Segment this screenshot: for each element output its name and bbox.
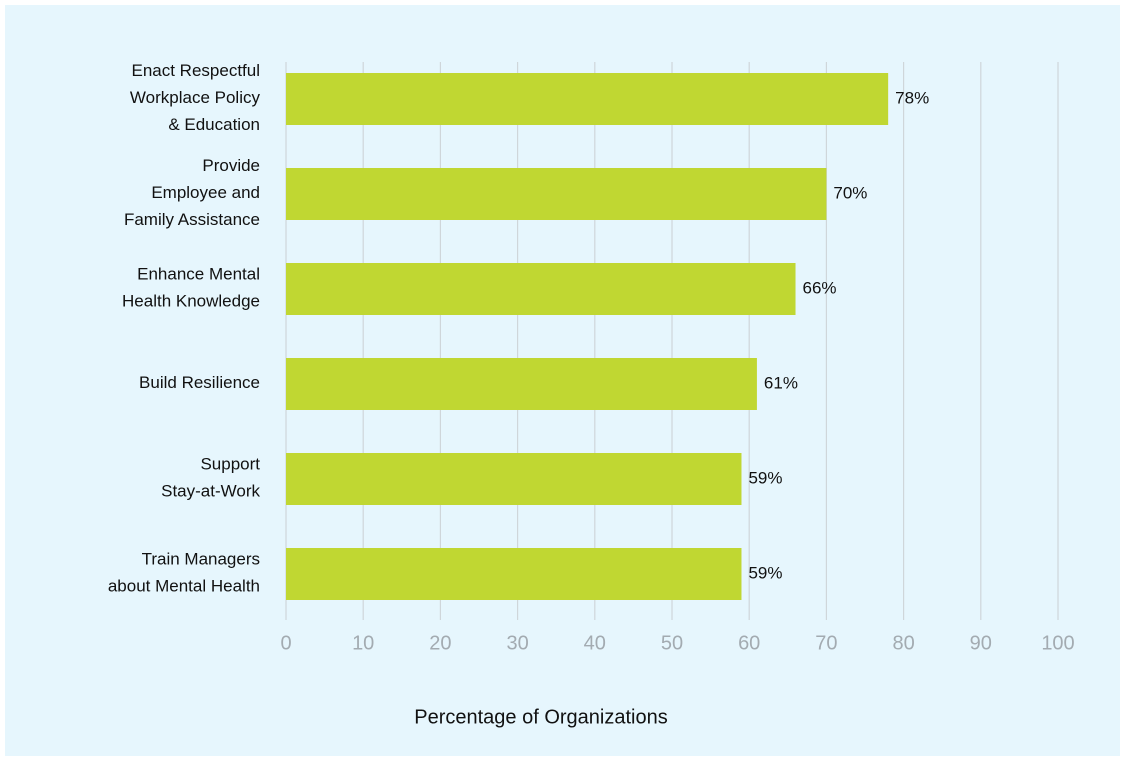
x-tick-label: 90 bbox=[970, 632, 992, 654]
bar bbox=[286, 73, 889, 125]
x-tick-label: 80 bbox=[892, 632, 914, 654]
bar bbox=[286, 358, 757, 410]
x-tick-label: 60 bbox=[738, 632, 760, 654]
x-tick-label: 0 bbox=[280, 632, 291, 654]
data-label: 70% bbox=[833, 183, 867, 202]
y-tick-label: Provide Employee and Family Assistance bbox=[124, 156, 260, 229]
bar bbox=[286, 168, 827, 220]
y-tick-label: Support Stay-at-Work bbox=[161, 455, 260, 501]
data-label: 61% bbox=[764, 373, 798, 392]
y-tick-label: Enact Respectful Workplace Policy & Educat… bbox=[130, 61, 261, 134]
x-axis-label: Percentage of Organizations bbox=[414, 706, 668, 728]
data-label: 59% bbox=[748, 563, 782, 582]
x-tick-label: 30 bbox=[506, 632, 528, 654]
bar bbox=[286, 453, 742, 505]
x-tick-label: 40 bbox=[584, 632, 606, 654]
x-tick-label: 10 bbox=[352, 632, 374, 654]
data-label: 78% bbox=[895, 88, 929, 107]
x-tick-label: 50 bbox=[661, 632, 683, 654]
y-tick-label: Train Managers about Mental Health bbox=[108, 550, 260, 596]
data-label: 59% bbox=[748, 468, 782, 487]
y-tick-label: Build Resilience bbox=[139, 373, 260, 392]
y-tick-label: Enhance Mental Health Knowledge bbox=[122, 265, 260, 311]
bar bbox=[286, 263, 796, 315]
x-tick-label: 20 bbox=[429, 632, 451, 654]
bar bbox=[286, 548, 742, 600]
x-tick-label: 100 bbox=[1041, 632, 1074, 654]
data-label: 66% bbox=[803, 278, 837, 297]
x-tick-label: 70 bbox=[815, 632, 837, 654]
